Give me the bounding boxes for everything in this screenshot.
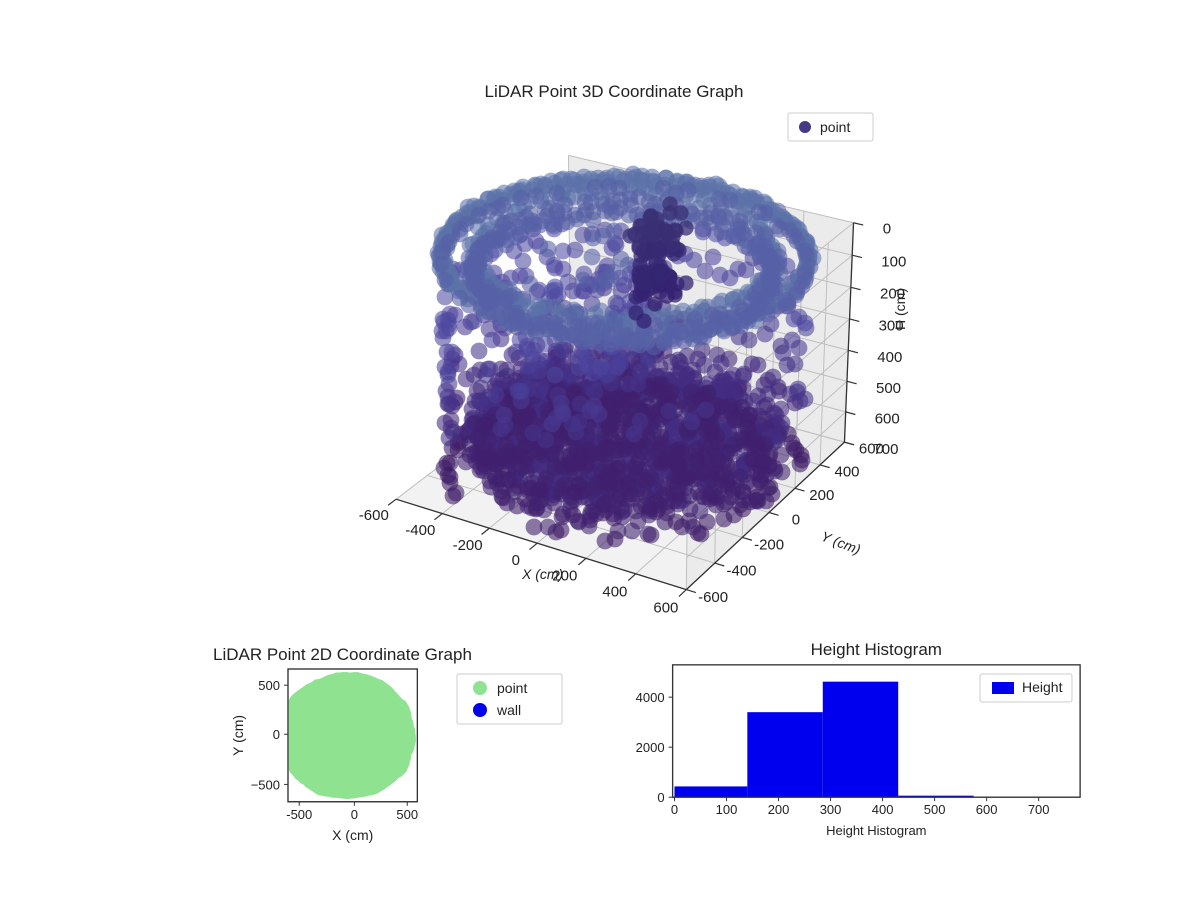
svg-text:-400: -400	[405, 522, 435, 539]
svg-text:400: 400	[877, 349, 902, 366]
svg-text:0: 0	[671, 802, 678, 817]
svg-text:600: 600	[976, 802, 998, 817]
svg-text:Height: Height	[1022, 679, 1063, 695]
svg-text:400: 400	[872, 802, 894, 817]
svg-text:-400: -400	[726, 562, 756, 579]
svg-text:0: 0	[657, 790, 664, 805]
svg-text:0: 0	[883, 221, 891, 238]
svg-text:−500: −500	[251, 777, 280, 792]
svg-text:400: 400	[602, 583, 627, 600]
svg-text:100: 100	[716, 802, 738, 817]
svg-text:Height Histogram: Height Histogram	[811, 640, 942, 659]
svg-text:400: 400	[834, 463, 859, 480]
svg-text:4000: 4000	[636, 690, 665, 705]
svg-text:2000: 2000	[636, 740, 665, 755]
svg-text:0: 0	[512, 552, 520, 569]
svg-text:Y (cm): Y (cm)	[230, 715, 246, 756]
svg-text:200: 200	[768, 802, 790, 817]
svg-text:LiDAR Point 3D Coordinate Grap: LiDAR Point 3D Coordinate Graph	[485, 82, 744, 101]
svg-text:500: 500	[924, 802, 946, 817]
svg-text:0: 0	[792, 511, 800, 528]
svg-text:500: 500	[876, 380, 901, 397]
svg-text:H (cm): H (cm)	[892, 288, 908, 330]
svg-text:500: 500	[396, 807, 418, 822]
svg-text:wall: wall	[496, 702, 521, 718]
svg-text:300: 300	[820, 802, 842, 817]
svg-text:100: 100	[881, 253, 906, 270]
svg-text:600: 600	[653, 600, 678, 617]
svg-text:-500: -500	[286, 807, 312, 822]
svg-text:-600: -600	[698, 589, 728, 606]
svg-text:200: 200	[809, 487, 834, 504]
svg-text:LiDAR Point 2D Coordinate Grap: LiDAR Point 2D Coordinate Graph	[213, 645, 472, 664]
svg-text:Height Histogram: Height Histogram	[826, 823, 926, 838]
svg-text:point: point	[820, 119, 850, 135]
svg-text:700: 700	[1028, 802, 1050, 817]
svg-text:X (cm): X (cm)	[521, 566, 563, 582]
svg-text:700: 700	[873, 441, 898, 458]
svg-text:0: 0	[273, 727, 280, 742]
svg-text:-600: -600	[359, 507, 389, 524]
svg-text:point: point	[497, 680, 527, 696]
svg-text:-200: -200	[453, 537, 483, 554]
svg-text:X (cm): X (cm)	[332, 827, 373, 843]
svg-text:0: 0	[351, 807, 358, 822]
svg-text:500: 500	[258, 678, 280, 693]
svg-text:600: 600	[875, 411, 900, 428]
svg-text:-200: -200	[754, 536, 784, 553]
